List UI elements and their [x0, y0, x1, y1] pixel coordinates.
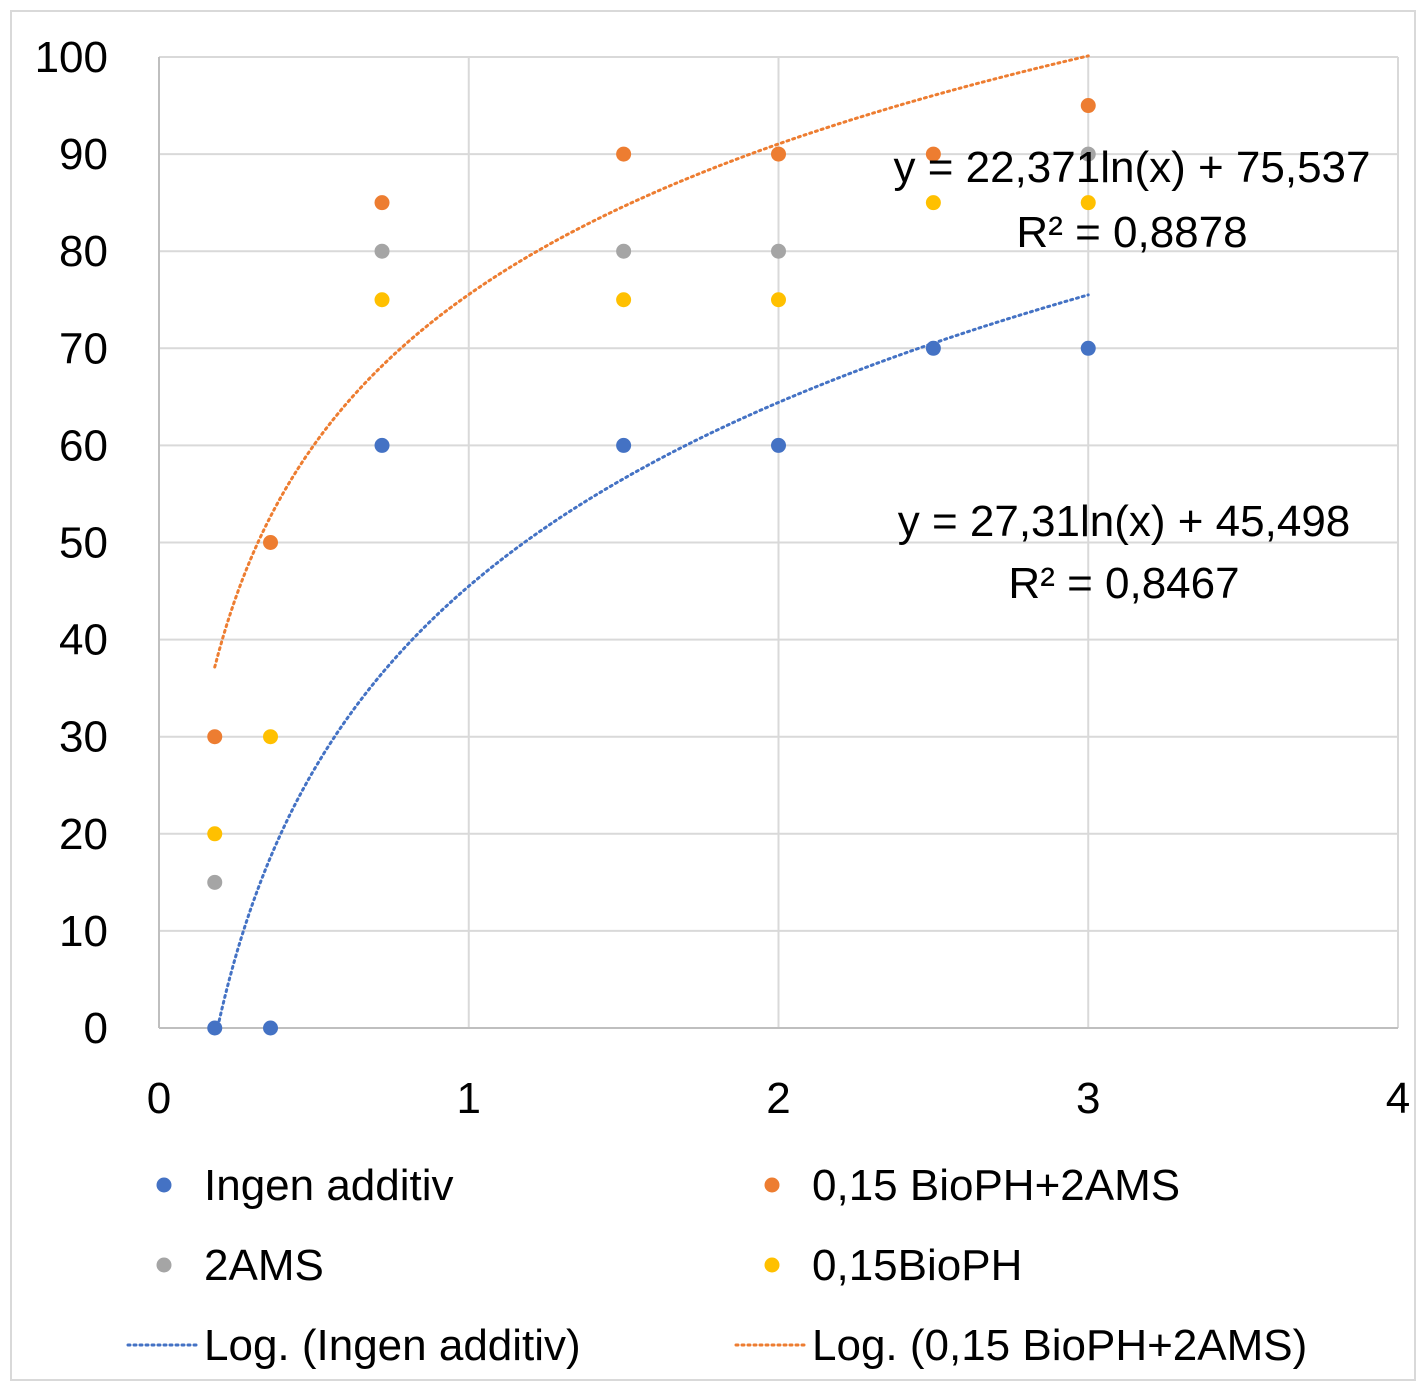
point-series-0 — [207, 1020, 223, 1036]
legend: Ingen additiv 0,15 BioPH+2AMS 2AMS 0,15BioP… — [126, 1161, 1307, 1370]
chart-border — [10, 10, 1416, 1381]
trendline-1 — [213, 54, 1090, 669]
point-series-3 — [771, 292, 786, 308]
point-series-0 — [771, 437, 786, 453]
trendline-r2: R² = 0,8878 — [1016, 208, 1247, 257]
legend-marker — [764, 1257, 780, 1273]
x-tick-label: 3 — [1076, 1074, 1100, 1123]
trendline-layer — [213, 54, 1090, 1029]
y-tick-label: 60 — [59, 421, 108, 470]
point-series-3 — [207, 826, 223, 842]
point-series-2 — [771, 243, 786, 259]
y-tick-label: 70 — [59, 324, 108, 373]
y-tick-label: 100 — [35, 33, 108, 82]
point-series-2 — [374, 243, 390, 259]
point-series-1 — [1080, 98, 1096, 114]
y-tick-label: 90 — [59, 130, 108, 179]
point-series-1 — [771, 146, 786, 162]
y-tick-label: 50 — [59, 519, 108, 568]
legend-label: 2AMS — [204, 1241, 324, 1290]
point-series-3 — [263, 729, 279, 745]
legend-marker — [156, 1257, 172, 1273]
point-series-2 — [1080, 146, 1096, 162]
point-series-2 — [616, 243, 632, 259]
trendline-r2: R² = 0,8467 — [1008, 559, 1239, 608]
y-tick-label: 80 — [59, 227, 108, 276]
y-tick-label: 30 — [59, 713, 108, 762]
point-series-1 — [263, 535, 279, 550]
point-layer — [207, 98, 1096, 1036]
y-tick-label: 0 — [84, 1004, 108, 1053]
y-tick-label: 10 — [59, 907, 108, 956]
point-series-1 — [374, 195, 390, 211]
point-series-3 — [925, 195, 941, 211]
equation-layer: y = 27,31ln(x) + 45,498 R² = 0,8467 y = 22… — [894, 143, 1371, 608]
point-series-1 — [925, 146, 941, 162]
point-series-3 — [616, 292, 632, 308]
x-tick-label: 1 — [457, 1074, 481, 1123]
x-tick-label: 0 — [147, 1074, 171, 1123]
point-series-3 — [374, 292, 390, 308]
point-series-0 — [616, 437, 632, 453]
legend-marker — [156, 1177, 172, 1193]
x-tick-label: 2 — [766, 1074, 790, 1123]
y-tick-label: 40 — [59, 616, 108, 665]
point-series-1 — [616, 146, 632, 162]
x-tick-label: 4 — [1386, 1074, 1410, 1123]
legend-label: Ingen additiv — [204, 1161, 454, 1210]
point-series-3 — [1080, 195, 1096, 211]
legend-label: Log. (0,15 BioPH+2AMS) — [812, 1321, 1307, 1370]
point-series-0 — [1080, 340, 1096, 356]
trendline-equation: y = 27,31ln(x) + 45,498 — [898, 497, 1351, 546]
point-series-0 — [263, 1020, 279, 1036]
axis-layer: 0 10 20 30 40 50 60 70 80 90 100 0 1 2 3 4 — [35, 33, 1411, 1123]
legend-label: 0,15BioPH — [812, 1241, 1022, 1290]
legend-label: 0,15 BioPH+2AMS — [812, 1161, 1180, 1210]
legend-label: Log. (Ingen additiv) — [204, 1321, 581, 1370]
trendline-0 — [216, 293, 1090, 1029]
point-series-0 — [374, 437, 390, 453]
point-series-0 — [925, 340, 941, 356]
y-tick-label: 20 — [59, 810, 108, 859]
point-series-2 — [207, 874, 223, 890]
point-series-1 — [207, 729, 223, 745]
legend-marker — [764, 1177, 780, 1193]
trendline-equation: y = 22,371ln(x) + 75,537 — [894, 143, 1371, 192]
